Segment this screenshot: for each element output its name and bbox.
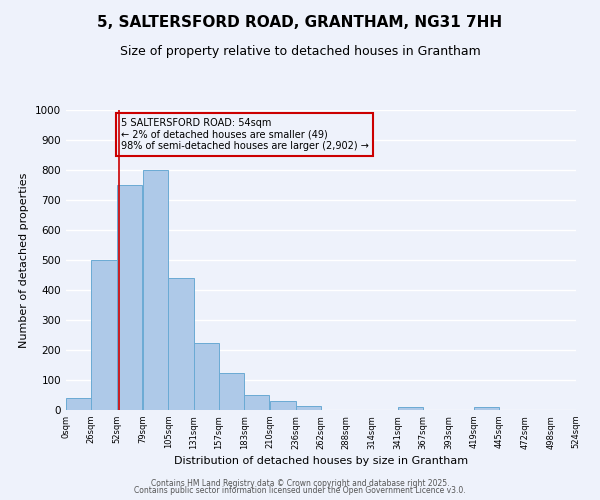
X-axis label: Distribution of detached houses by size in Grantham: Distribution of detached houses by size … bbox=[174, 456, 468, 466]
Bar bbox=[193, 342, 219, 410]
Bar bbox=[296, 406, 321, 410]
Bar bbox=[168, 278, 194, 410]
Bar bbox=[66, 398, 91, 410]
Bar bbox=[143, 170, 168, 410]
Y-axis label: Number of detached properties: Number of detached properties bbox=[19, 172, 29, 348]
Bar bbox=[116, 185, 142, 410]
Bar bbox=[91, 260, 116, 410]
Bar bbox=[219, 372, 244, 410]
Text: Contains HM Land Registry data © Crown copyright and database right 2025.: Contains HM Land Registry data © Crown c… bbox=[151, 478, 449, 488]
Bar bbox=[244, 395, 269, 410]
Text: Size of property relative to detached houses in Grantham: Size of property relative to detached ho… bbox=[119, 45, 481, 58]
Bar bbox=[271, 401, 296, 410]
Text: 5, SALTERSFORD ROAD, GRANTHAM, NG31 7HH: 5, SALTERSFORD ROAD, GRANTHAM, NG31 7HH bbox=[97, 15, 503, 30]
Text: 5 SALTERSFORD ROAD: 54sqm
← 2% of detached houses are smaller (49)
98% of semi-d: 5 SALTERSFORD ROAD: 54sqm ← 2% of detach… bbox=[121, 118, 368, 150]
Text: Contains public sector information licensed under the Open Government Licence v3: Contains public sector information licen… bbox=[134, 486, 466, 495]
Bar bbox=[474, 407, 499, 410]
Bar bbox=[398, 407, 423, 410]
